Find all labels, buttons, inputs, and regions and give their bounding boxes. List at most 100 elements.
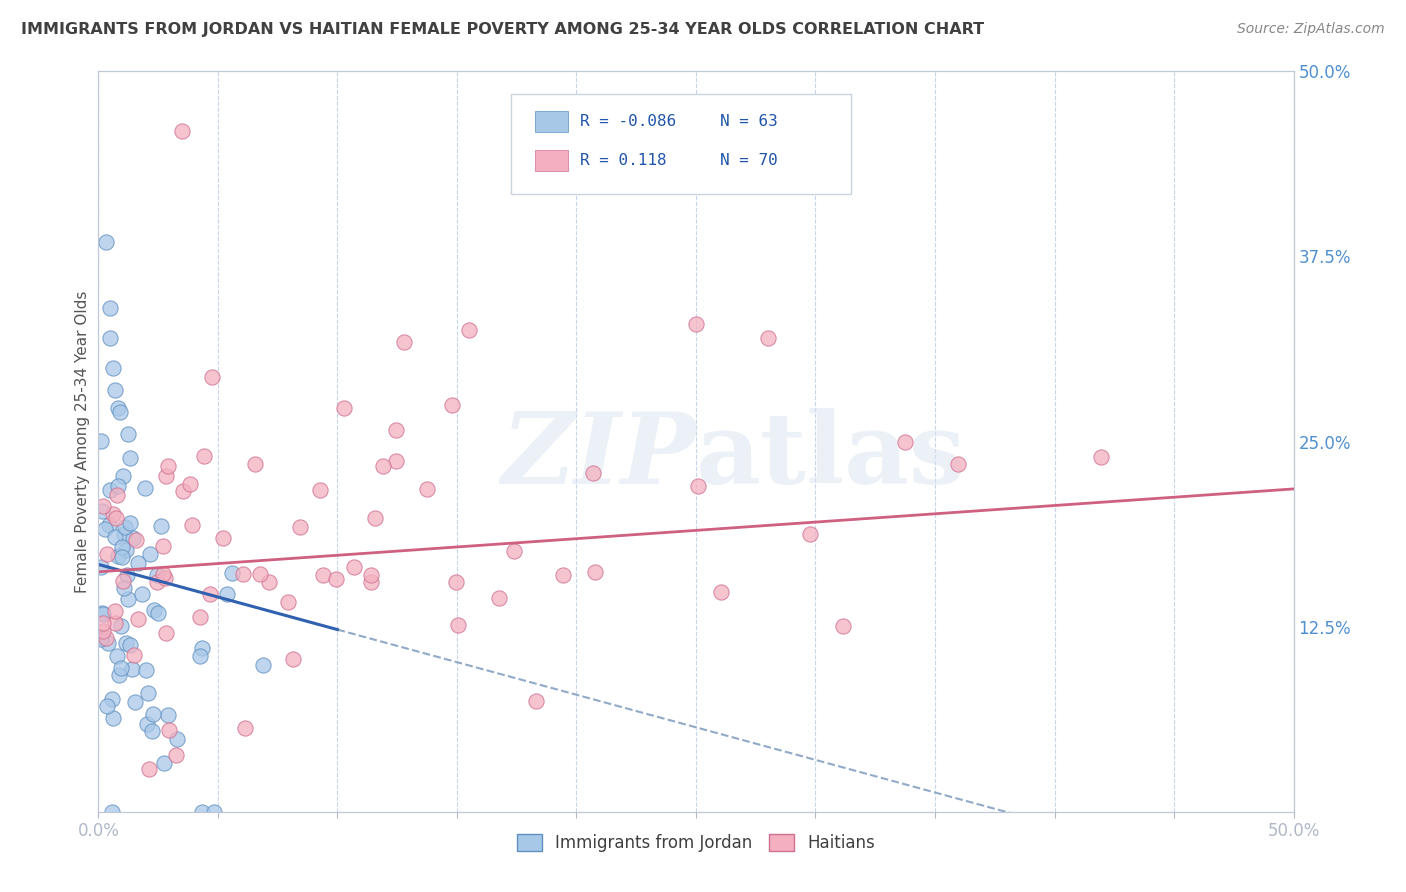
Point [110, 661, 132, 675]
Point [127, 556, 149, 570]
Point [104, 383, 127, 397]
Point [394, 334, 416, 349]
Point [488, 591, 510, 606]
Point [114, 520, 136, 534]
Point [131, 587, 153, 601]
Point [150, 519, 173, 533]
Point [138, 547, 160, 561]
Point [582, 466, 605, 480]
Point [249, 566, 271, 581]
Point [277, 595, 299, 609]
Point [190, 609, 212, 624]
Point [127, 612, 149, 626]
Point [90, 504, 112, 518]
Point [686, 479, 709, 493]
Point [553, 568, 575, 582]
Point [112, 469, 135, 483]
Point [101, 508, 124, 522]
Point [157, 459, 180, 474]
Point [104, 530, 127, 544]
Point [281, 652, 304, 666]
Point [108, 405, 131, 419]
Point [343, 559, 366, 574]
Point [233, 721, 256, 735]
Point [136, 686, 159, 700]
Point [111, 540, 134, 554]
Point [112, 574, 135, 589]
Point [152, 540, 174, 554]
Point [107, 401, 129, 416]
Point [155, 469, 177, 483]
Point [121, 662, 143, 676]
Point [172, 484, 194, 499]
Point [105, 649, 128, 664]
Point [105, 488, 128, 502]
Point [157, 708, 180, 723]
Point [524, 694, 547, 708]
Point [188, 649, 211, 664]
Point [101, 692, 124, 706]
Point [157, 723, 180, 737]
Point [371, 459, 394, 474]
Point [103, 615, 125, 630]
Point [146, 575, 169, 590]
Text: N = 63: N = 63 [720, 114, 778, 129]
Point [201, 369, 224, 384]
Point [110, 619, 132, 633]
Point [142, 603, 165, 617]
Point [309, 483, 332, 498]
Point [799, 527, 821, 541]
Point [90, 631, 112, 645]
Text: IMMIGRANTS FROM JORDAN VS HAITIAN FEMALE POVERTY AMONG 25-34 YEAR OLDS CORRELATI: IMMIGRANTS FROM JORDAN VS HAITIAN FEMALE… [21, 22, 984, 37]
Point [685, 317, 707, 331]
Point [120, 516, 142, 530]
Point [105, 511, 128, 525]
Text: atlas: atlas [696, 408, 966, 505]
Point [179, 476, 201, 491]
Point [124, 695, 146, 709]
Point [96, 631, 118, 645]
Point [112, 581, 135, 595]
Point [415, 482, 437, 496]
Point [111, 549, 134, 564]
Point [441, 398, 464, 412]
Point [948, 457, 970, 471]
Point [165, 747, 187, 762]
Point [202, 805, 225, 819]
Point [191, 805, 214, 819]
Point [221, 566, 243, 580]
Point [101, 711, 124, 725]
Point [120, 638, 142, 652]
Point [217, 587, 239, 601]
Point [90, 434, 112, 449]
Y-axis label: Female Poverty Among 25-34 Year Olds: Female Poverty Among 25-34 Year Olds [75, 291, 90, 592]
Point [360, 568, 382, 582]
Point [136, 716, 159, 731]
Point [117, 568, 139, 582]
Point [503, 544, 526, 558]
Point [134, 481, 156, 495]
Point [181, 517, 204, 532]
Point [152, 756, 174, 770]
Point [710, 585, 733, 599]
FancyBboxPatch shape [510, 94, 852, 194]
Point [91, 615, 114, 630]
Bar [534, 112, 568, 132]
Point [252, 657, 274, 672]
Point [155, 571, 177, 585]
Point [101, 805, 124, 819]
Point [90, 606, 112, 620]
Point [232, 566, 254, 581]
Point [243, 457, 266, 471]
Point [190, 640, 212, 655]
Text: N = 70: N = 70 [720, 153, 778, 168]
Point [894, 434, 917, 449]
Point [145, 568, 167, 582]
Point [146, 606, 169, 620]
Point [385, 454, 408, 468]
Point [104, 604, 127, 618]
Point [98, 331, 122, 345]
Point [198, 587, 221, 601]
Point [288, 520, 311, 534]
Point [257, 574, 280, 589]
